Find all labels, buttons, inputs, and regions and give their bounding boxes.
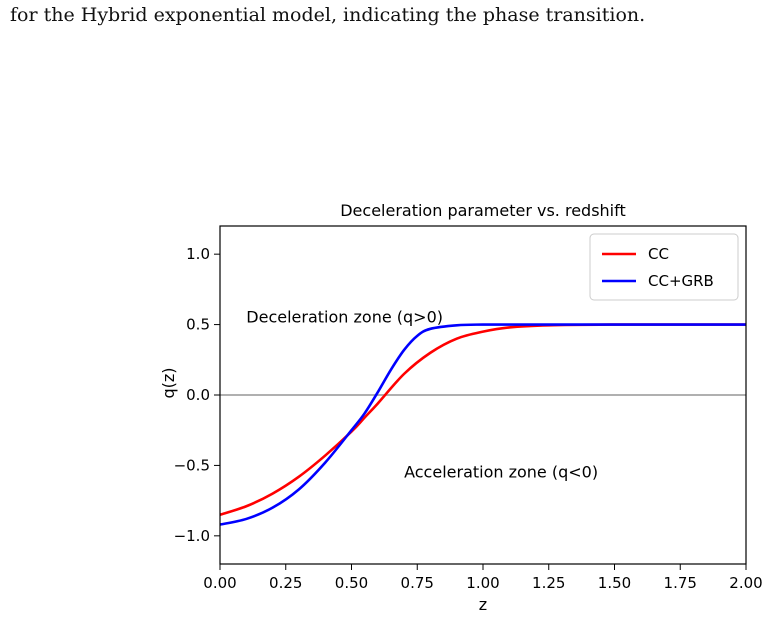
figure-caption: for the Hybrid exponential model, indica…: [10, 4, 646, 26]
x-tick-label: 0.25: [269, 574, 302, 592]
x-tick-label: 0.50: [335, 574, 368, 592]
x-axis-label: z: [479, 595, 487, 614]
y-tick-label: −0.5: [174, 456, 210, 474]
x-tick-label: 1.75: [664, 574, 697, 592]
chart-title: Deceleration parameter vs. redshift: [340, 201, 626, 220]
series-line-cc: [219, 323, 746, 516]
y-tick-label: 0.0: [186, 386, 210, 404]
y-axis-label: q(z): [159, 367, 178, 398]
x-tick-label: 0.75: [401, 574, 434, 592]
y-tick-label: −1.0: [174, 527, 210, 545]
legend-label-cc-grb: CC+GRB: [648, 272, 714, 290]
y-tick-label: 1.0: [186, 245, 210, 263]
acceleration-zone-label: Acceleration zone (q<0): [404, 462, 598, 481]
y-tick-label: 0.5: [186, 316, 210, 334]
x-tick-label: 1.00: [466, 574, 499, 592]
legend-box: [589, 233, 739, 301]
x-tick-label: 2.00: [729, 574, 762, 592]
x-tick-label: 1.25: [532, 574, 565, 592]
x-tick-label: 1.50: [598, 574, 631, 592]
deceleration-zone-label: Deceleration zone (q>0): [246, 308, 443, 327]
series-line-cc-grb: [219, 323, 746, 526]
x-tick-label: 0.00: [203, 574, 236, 592]
legend-label-cc: CC: [648, 245, 669, 263]
